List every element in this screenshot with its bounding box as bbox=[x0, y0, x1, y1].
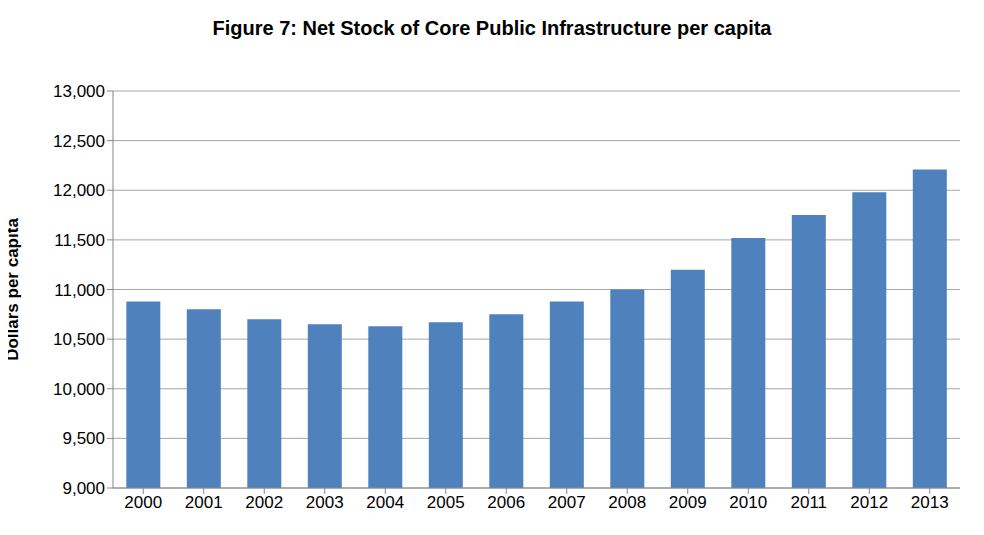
svg-text:12,500: 12,500 bbox=[53, 132, 105, 151]
svg-text:12,000: 12,000 bbox=[53, 181, 105, 200]
svg-text:2007: 2007 bbox=[548, 493, 586, 512]
svg-text:2009: 2009 bbox=[669, 493, 707, 512]
svg-text:10,000: 10,000 bbox=[53, 380, 105, 399]
svg-text:9,000: 9,000 bbox=[62, 479, 105, 498]
svg-text:2012: 2012 bbox=[850, 493, 888, 512]
svg-text:9,500: 9,500 bbox=[62, 429, 105, 448]
svg-text:2003: 2003 bbox=[306, 493, 344, 512]
svg-text:Dollars per capita: Dollars per capita bbox=[8, 218, 22, 361]
svg-text:2002: 2002 bbox=[245, 493, 283, 512]
svg-text:2004: 2004 bbox=[366, 493, 404, 512]
svg-text:2000: 2000 bbox=[124, 493, 162, 512]
svg-text:2001: 2001 bbox=[185, 493, 223, 512]
svg-text:11,500: 11,500 bbox=[54, 231, 105, 250]
svg-text:2011: 2011 bbox=[790, 493, 827, 512]
svg-text:2013: 2013 bbox=[911, 493, 949, 512]
svg-text:13,000: 13,000 bbox=[53, 82, 105, 101]
svg-text:11,000: 11,000 bbox=[54, 281, 105, 300]
svg-text:2006: 2006 bbox=[487, 493, 525, 512]
svg-text:10,500: 10,500 bbox=[53, 330, 105, 349]
svg-text:2005: 2005 bbox=[427, 493, 465, 512]
svg-text:2008: 2008 bbox=[608, 493, 646, 512]
svg-text:2010: 2010 bbox=[729, 493, 767, 512]
html-text:Figure 7: Net Stock of Core Pu: Figure 7: Net Stock of Core Public Infra… bbox=[212, 17, 772, 39]
